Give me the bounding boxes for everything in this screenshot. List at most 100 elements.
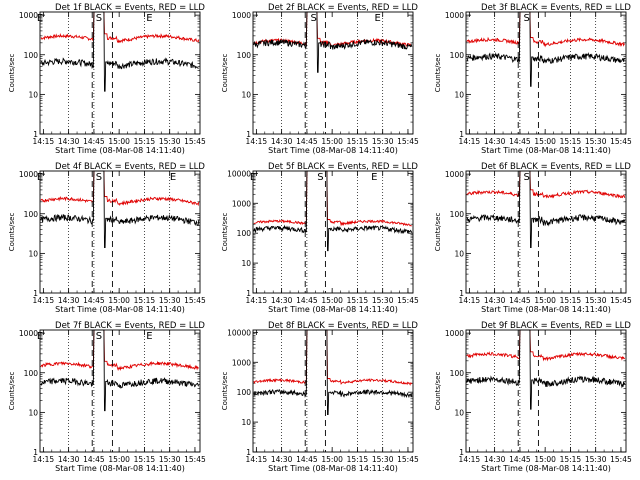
x-tick-label: 15:00: [534, 296, 556, 305]
x-tick-label: 15:30: [372, 296, 394, 305]
detector-panel-2: Det 2f BLACK = Events, RED = LLD 1 10 100 10…: [221, 3, 419, 155]
events-series-line: [466, 329, 626, 410]
marker-label: E: [374, 13, 380, 24]
lld-series-line: [466, 11, 625, 48]
x-tick-label: 15:30: [585, 137, 607, 146]
marker-label: S: [310, 13, 316, 24]
x-tick-label: 15:30: [372, 137, 394, 146]
x-tick-label: 15:15: [560, 137, 582, 146]
x-tick-label: 14:15: [246, 137, 268, 146]
y-tick-label: 1000: [232, 199, 251, 208]
x-tick-label: 14:30: [58, 455, 80, 464]
lld-series-line: [253, 170, 412, 227]
y-tick-label: 10: [241, 418, 251, 427]
x-tick-label: 14:15: [246, 296, 268, 305]
plot-frame: [252, 170, 414, 294]
plot-frame: [39, 329, 201, 453]
x-tick-label: 14:45: [296, 296, 318, 305]
x-tick-label: 14:45: [83, 137, 105, 146]
events-series-line: [40, 170, 200, 249]
lld-series-line: [253, 329, 413, 386]
x-tick-label: 15:30: [585, 455, 607, 464]
y-tick-label: 10: [28, 249, 38, 258]
events-series-line: [466, 170, 626, 249]
panel-title: Det 5f BLACK = Events, RED = LLD: [268, 162, 418, 172]
y-tick-label: 100: [450, 210, 465, 219]
y-tick-label: 100: [450, 51, 465, 60]
x-axis-label: Start Time (08-Mar-08 14:11:40): [55, 146, 185, 155]
detector-panel-1: Det 1f BLACK = Events, RED = LLD 1 10 100 10…: [8, 3, 206, 155]
x-axis-label: Start Time (08-Mar-08 14:11:40): [268, 464, 398, 473]
y-tick-label: 100: [450, 369, 465, 378]
x-tick-label: 14:15: [459, 296, 481, 305]
panel-title: Det 4f BLACK = Events, RED = LLD: [55, 162, 205, 172]
x-tick-label: 14:45: [509, 296, 531, 305]
x-tick-label: 14:30: [58, 296, 80, 305]
detector-panel-4: Det 4f BLACK = Events, RED = LLD 1 10 100 10…: [8, 162, 206, 314]
y-tick-label: 1: [459, 448, 464, 457]
events-series-line: [40, 329, 200, 412]
x-tick-label: 15:00: [321, 296, 343, 305]
x-tick-label: 14:15: [33, 137, 55, 146]
x-tick-label: 14:30: [484, 455, 506, 464]
plot-frame: [465, 11, 627, 135]
y-axis-label: Counts/sec: [434, 213, 442, 252]
y-axis-label: Counts/sec: [434, 54, 442, 93]
y-tick-label: 1: [33, 130, 38, 139]
x-axis-label: Start Time (08-Mar-08 14:11:40): [268, 305, 398, 314]
marker-label: E: [146, 13, 152, 24]
events-series-line: [466, 11, 626, 87]
plot-frame: [465, 170, 627, 294]
lld-series-line: [466, 170, 626, 199]
y-axis-label: Counts/sec: [221, 372, 229, 411]
x-tick-label: 15:30: [159, 455, 181, 464]
y-tick-label: 1000: [232, 11, 251, 20]
y-axis-label: Counts/sec: [221, 54, 229, 93]
panel-title: Det 6f BLACK = Events, RED = LLD: [481, 162, 631, 172]
y-tick-label: 10: [241, 259, 251, 268]
y-tick-label: 10000: [227, 328, 251, 337]
y-axis-label: Counts/sec: [8, 372, 16, 411]
x-tick-label: 14:15: [33, 455, 55, 464]
x-tick-label: 14:45: [83, 455, 105, 464]
x-tick-label: 15:15: [134, 296, 156, 305]
y-tick-label: 1000: [445, 170, 464, 179]
detector-panel-3: Det 3f BLACK = Events, RED = LLD 1 10 100 10…: [434, 3, 632, 155]
y-tick-label: 1: [459, 289, 464, 298]
x-tick-label: 15:15: [347, 296, 369, 305]
panel-title: Det 7f BLACK = Events, RED = LLD: [55, 321, 205, 331]
events-series-line: [40, 11, 199, 92]
y-tick-label: 1000: [445, 11, 464, 20]
lld-series-line: [40, 11, 200, 44]
x-tick-label: 15:45: [397, 455, 419, 464]
x-tick-label: 15:45: [397, 296, 419, 305]
x-tick-label: 15:15: [560, 455, 582, 464]
x-tick-label: 15:15: [347, 137, 369, 146]
y-tick-label: 1: [246, 448, 251, 457]
y-tick-label: 1000: [19, 11, 38, 20]
x-tick-label: 14:15: [459, 137, 481, 146]
marker-label: E: [371, 172, 377, 183]
y-tick-label: 100: [24, 51, 39, 60]
x-tick-label: 14:45: [509, 137, 531, 146]
panel-title: Det 8f BLACK = Events, RED = LLD: [268, 321, 418, 331]
x-tick-label: 14:30: [271, 455, 293, 464]
x-tick-label: 15:15: [560, 296, 582, 305]
y-tick-label: 100: [237, 51, 252, 60]
y-tick-label: 100: [237, 388, 252, 397]
x-tick-label: 14:30: [58, 137, 80, 146]
x-tick-label: 15:45: [184, 296, 206, 305]
y-tick-label: 1: [33, 448, 38, 457]
x-tick-label: 14:15: [33, 296, 55, 305]
x-tick-label: 15:45: [184, 455, 206, 464]
marker-label: S: [96, 172, 102, 183]
x-tick-label: 15:30: [159, 137, 181, 146]
y-tick-label: 100: [237, 229, 252, 238]
x-tick-label: 14:30: [484, 296, 506, 305]
y-tick-label: 10000: [227, 169, 251, 178]
lld-series-line: [40, 329, 199, 372]
x-tick-label: 15:15: [134, 455, 156, 464]
x-tick-label: 14:45: [296, 137, 318, 146]
x-tick-label: 15:15: [347, 455, 369, 464]
y-tick-label: 10: [454, 90, 464, 99]
